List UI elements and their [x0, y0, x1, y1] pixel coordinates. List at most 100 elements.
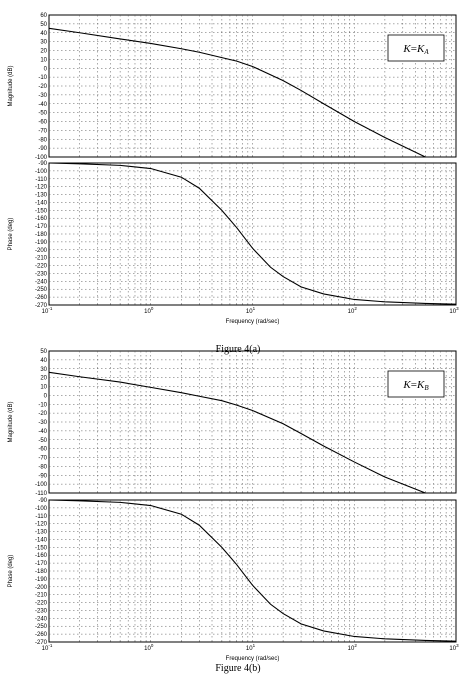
phase-y-axis-label: Phase (deg) — [8, 555, 14, 588]
x-tick-base: 10 — [42, 309, 49, 315]
y-tick-label: -110 — [35, 491, 47, 497]
phase-panel: -90-100-110-120-130-140-150-160-170-180-… — [8, 161, 457, 309]
y-tick-label: -200 — [35, 585, 48, 591]
phase-panel: -90-100-110-120-130-140-150-160-170-180-… — [8, 498, 457, 646]
y-tick-label: -190 — [35, 577, 48, 583]
y-tick-label: -60 — [38, 447, 47, 453]
y-tick-label: -230 — [35, 271, 48, 277]
gain-annotation-box — [387, 370, 445, 398]
y-tick-label: -180 — [35, 569, 48, 575]
y-tick-label: -140 — [35, 200, 48, 206]
x-tick-label: 101 — [246, 306, 256, 315]
y-tick-label: -130 — [35, 530, 48, 536]
y-tick-label: -10 — [38, 75, 47, 81]
x-tick-exponent: 3 — [456, 306, 459, 311]
y-tick-label: -120 — [35, 522, 48, 528]
y-tick-label: -210 — [35, 593, 48, 599]
x-tick-exponent: 1 — [253, 306, 256, 311]
x-tick-label: 102 — [348, 306, 358, 315]
y-tick-label: -60 — [38, 120, 47, 126]
y-tick-label: -260 — [35, 295, 48, 301]
y-tick-label: -250 — [35, 624, 48, 630]
x-tick-base: 10 — [144, 646, 151, 652]
x-tick-base: 10 — [246, 309, 253, 315]
x-tick-exponent: -1 — [48, 643, 52, 648]
y-tick-label: -170 — [35, 561, 48, 567]
phase-axes-frame — [48, 162, 457, 306]
y-tick-label: -250 — [35, 287, 48, 293]
y-tick-label: -240 — [35, 279, 48, 285]
x-tick-base: 10 — [348, 309, 355, 315]
x-tick-base: 10 — [348, 646, 355, 652]
gain-subscript: B — [424, 384, 429, 392]
y-tick-label: -30 — [38, 420, 47, 426]
y-tick-label: -80 — [38, 464, 47, 470]
gain-subscript: A — [423, 48, 429, 56]
y-tick-label: 0 — [44, 393, 48, 399]
gain-var: K — [402, 43, 411, 55]
figure-caption-b: Figure 4(b) — [215, 663, 260, 674]
y-tick-label: 50 — [40, 22, 47, 28]
y-tick-label: -20 — [38, 84, 47, 90]
gain-equals: = — [411, 379, 417, 391]
magnitude-response-curve — [48, 27, 426, 158]
y-tick-label: 50 — [40, 349, 47, 355]
x-tick-base: 10 — [449, 646, 456, 652]
x-tick-label: 101 — [246, 643, 256, 652]
y-tick-label: -240 — [35, 616, 48, 622]
x-tick-label: 102 — [348, 643, 358, 652]
y-tick-label: 0 — [44, 66, 48, 72]
x-tick-exponent: 3 — [456, 643, 459, 648]
y-tick-label: 20 — [40, 49, 47, 55]
magnitude-y-axis-label: Magnitude (dB) — [8, 401, 14, 442]
y-tick-label: -160 — [35, 553, 48, 559]
y-tick-label: -90 — [38, 146, 47, 152]
y-tick-label: 10 — [40, 385, 47, 391]
magnitude-y-axis-label: Magnitude (dB) — [8, 65, 14, 106]
y-tick-label: 10 — [40, 57, 47, 63]
y-tick-label: -150 — [35, 208, 48, 214]
gain-annotation-text: K=KA — [402, 43, 429, 56]
y-tick-label: 60 — [40, 13, 47, 19]
x-tick-label: 103 — [449, 306, 459, 315]
x-tick-label: 103 — [449, 643, 459, 652]
x-tick-exponent: -1 — [48, 306, 52, 311]
y-tick-label: -70 — [38, 128, 47, 134]
y-tick-label: -180 — [35, 232, 48, 238]
gain-symbol: K — [416, 379, 425, 391]
y-tick-label: -30 — [38, 93, 47, 99]
phase-axes-frame — [48, 499, 457, 643]
y-tick-label: -40 — [38, 429, 47, 435]
y-tick-label: 20 — [40, 376, 47, 382]
y-tick-label: -220 — [35, 601, 48, 607]
x-tick-exponent: 1 — [253, 643, 256, 648]
x-tick-base: 10 — [42, 646, 49, 652]
y-tick-label: -160 — [35, 216, 48, 222]
gain-annotation-box — [387, 34, 445, 62]
y-tick-label: -130 — [35, 193, 48, 199]
y-tick-label: -100 — [35, 155, 48, 161]
y-tick-label: -50 — [38, 438, 47, 444]
phase-y-axis-label: Phase (deg) — [8, 218, 14, 251]
y-tick-label: -200 — [35, 248, 48, 254]
y-tick-label: -100 — [35, 482, 48, 488]
y-tick-label: -50 — [38, 111, 47, 117]
y-tick-label: -260 — [35, 632, 48, 638]
y-tick-label: -150 — [35, 545, 48, 551]
y-tick-label: -90 — [38, 161, 47, 167]
y-tick-label: -210 — [35, 256, 48, 262]
y-tick-label: -270 — [35, 303, 48, 309]
x-tick-label: 10-1 — [42, 643, 53, 652]
x-tick-exponent: 0 — [151, 306, 154, 311]
y-tick-label: -100 — [35, 169, 48, 175]
gain-var: K — [402, 379, 411, 391]
bode-plot-a: 6050403020100-10-20-30-40-50-60-70-80-90… — [8, 13, 459, 325]
y-tick-label: 30 — [40, 40, 47, 46]
x-tick-base: 10 — [144, 309, 151, 315]
x-tick-label: 10-1 — [42, 306, 53, 315]
y-tick-label: 40 — [40, 358, 47, 364]
x-axis-label: Frequency (rad/sec) — [226, 656, 280, 662]
x-tick-label: 100 — [144, 306, 154, 315]
phase-response-curve — [48, 499, 457, 642]
